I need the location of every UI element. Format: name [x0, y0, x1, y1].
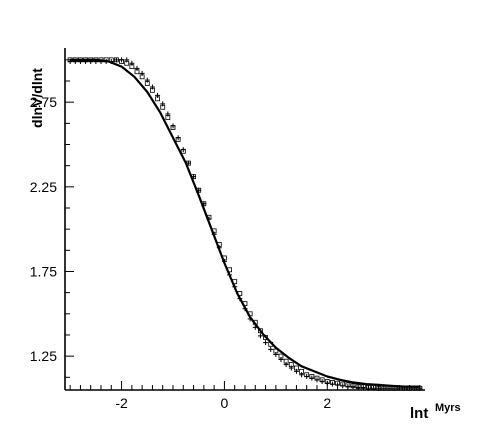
square-marker-point	[129, 64, 135, 70]
square-marker-point	[360, 384, 366, 390]
square-marker-point	[417, 385, 423, 391]
square-marker-point	[376, 385, 382, 391]
plus-marker-point	[263, 340, 269, 346]
square-marker-point	[314, 375, 320, 381]
square-marker-point	[335, 380, 340, 386]
square-marker-point	[180, 148, 186, 154]
square-marker-point	[371, 385, 376, 390]
square-marker-point	[170, 125, 176, 130]
square-marker-point	[222, 255, 227, 261]
square-marker-point	[67, 57, 73, 63]
square-marker-point	[391, 385, 397, 391]
square-marker-point	[252, 319, 258, 325]
square-marker-point	[396, 385, 402, 391]
square-marker-point	[340, 381, 346, 387]
square-marker-point	[108, 57, 114, 63]
square-marker-point	[304, 372, 310, 378]
square-marker-point	[263, 335, 268, 340]
square-marker-point	[386, 385, 392, 391]
square-marker-point	[288, 362, 294, 368]
plus-marker-point	[237, 296, 243, 302]
x-tick-label: -2	[115, 395, 128, 411]
square-marker-point	[345, 382, 351, 388]
square-marker-point	[283, 358, 289, 364]
square-marker-point	[242, 301, 248, 307]
square-marker-point	[150, 87, 155, 93]
plus-marker-point	[247, 316, 253, 322]
square-marker-point	[381, 385, 387, 391]
square-marker-point	[139, 74, 145, 80]
square-marker-point	[114, 57, 119, 63]
series-layer	[67, 57, 423, 391]
square-marker-point	[324, 379, 330, 384]
square-marker-point	[201, 201, 207, 207]
square-marker-point	[309, 374, 315, 379]
square-marker-point	[237, 291, 243, 296]
plus-marker-point	[242, 306, 248, 312]
square-marker-point	[98, 57, 104, 63]
square-marker-point	[211, 228, 217, 234]
square-marker-point	[299, 368, 304, 374]
square-marker-point	[165, 115, 171, 120]
square-marker-point	[186, 160, 191, 166]
square-marker-point	[72, 57, 78, 63]
y-axis-title: dlnV/dlnt	[29, 68, 45, 128]
square-marker-point	[268, 341, 274, 347]
square-marker-point	[93, 57, 99, 63]
y-tick-label: 1.25	[30, 348, 57, 364]
square-marker-point	[412, 385, 418, 391]
square-marker-point	[227, 267, 232, 273]
square-marker-point	[258, 328, 263, 334]
square-marker-point	[134, 69, 140, 75]
axis-tick-labels: -2 0 2 1.25 1.75 2.25 2.75	[30, 94, 332, 411]
square-marker-point	[191, 174, 196, 180]
y-tick-label: 1.75	[30, 263, 57, 279]
x-axis-title: lnt	[410, 405, 428, 422]
square-marker-point	[196, 187, 202, 193]
square-marker-point	[355, 384, 361, 390]
square-marker-point	[247, 311, 253, 317]
x-tick-label: 0	[221, 395, 229, 411]
square-marker-point	[216, 241, 222, 247]
square-marker-point	[319, 377, 325, 383]
square-marker-point	[273, 348, 279, 354]
square-marker-point	[119, 59, 124, 64]
square-marker-point	[366, 385, 371, 390]
square-marker-point	[294, 365, 299, 371]
plus-marker-point	[257, 333, 263, 339]
y-tick-label: 2.25	[30, 179, 57, 195]
square-marker-point	[278, 353, 284, 359]
y-tick-label: 2.75	[30, 94, 57, 110]
square-marker-point	[350, 383, 356, 389]
square-marker-point	[103, 57, 109, 63]
square-marker-point	[330, 379, 335, 385]
square-marker-point	[83, 57, 88, 63]
square-marker-point	[155, 96, 160, 102]
square-marker-point	[206, 214, 212, 220]
x-tick-label: 2	[323, 395, 331, 411]
square-marker-point	[232, 279, 238, 285]
plus-marker-point	[232, 284, 238, 290]
square-marker-point	[407, 385, 412, 391]
square-marker-point	[144, 81, 150, 86]
chart-axes	[64, 48, 425, 391]
plus-marker-point	[252, 324, 258, 330]
plus-marker-point	[268, 346, 274, 352]
series-line-model	[70, 58, 420, 388]
square-marker-point	[124, 60, 130, 66]
axis-ticks	[65, 59, 421, 390]
square-marker-point	[402, 385, 407, 391]
square-marker-point	[175, 137, 181, 142]
square-marker-point	[160, 104, 166, 110]
square-marker-point	[78, 57, 83, 63]
plus-marker-point	[227, 272, 233, 278]
x-axis-unit: Myrs	[435, 402, 461, 414]
square-marker-point	[88, 57, 94, 63]
